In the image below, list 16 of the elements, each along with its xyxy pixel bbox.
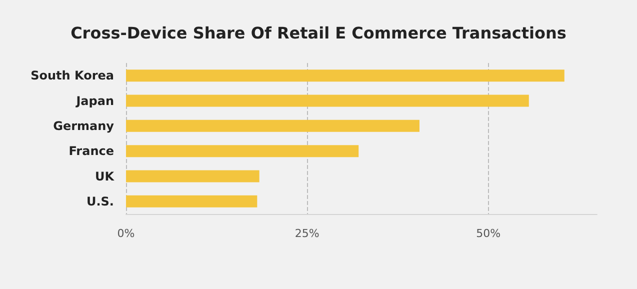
bar (126, 120, 420, 132)
y-tick-label: U.S. (86, 194, 114, 208)
y-tick-label: France (68, 144, 114, 158)
bar (126, 94, 529, 107)
x-tick-label: 50% (476, 227, 501, 240)
chart-title: Cross-Device Share Of Retail E Commerce Transactions (70, 24, 566, 42)
x-tick-label: 0% (117, 227, 135, 240)
y-tick-label: Germany (53, 118, 114, 133)
bar (126, 145, 359, 158)
y-tick-label: Japan (75, 94, 114, 108)
bar (126, 170, 260, 182)
bar (126, 195, 258, 208)
bar (126, 70, 564, 82)
x-tick-label: 25% (294, 227, 320, 240)
y-tick-label: UK (94, 169, 115, 184)
y-tick-label: South Korea (30, 68, 114, 83)
